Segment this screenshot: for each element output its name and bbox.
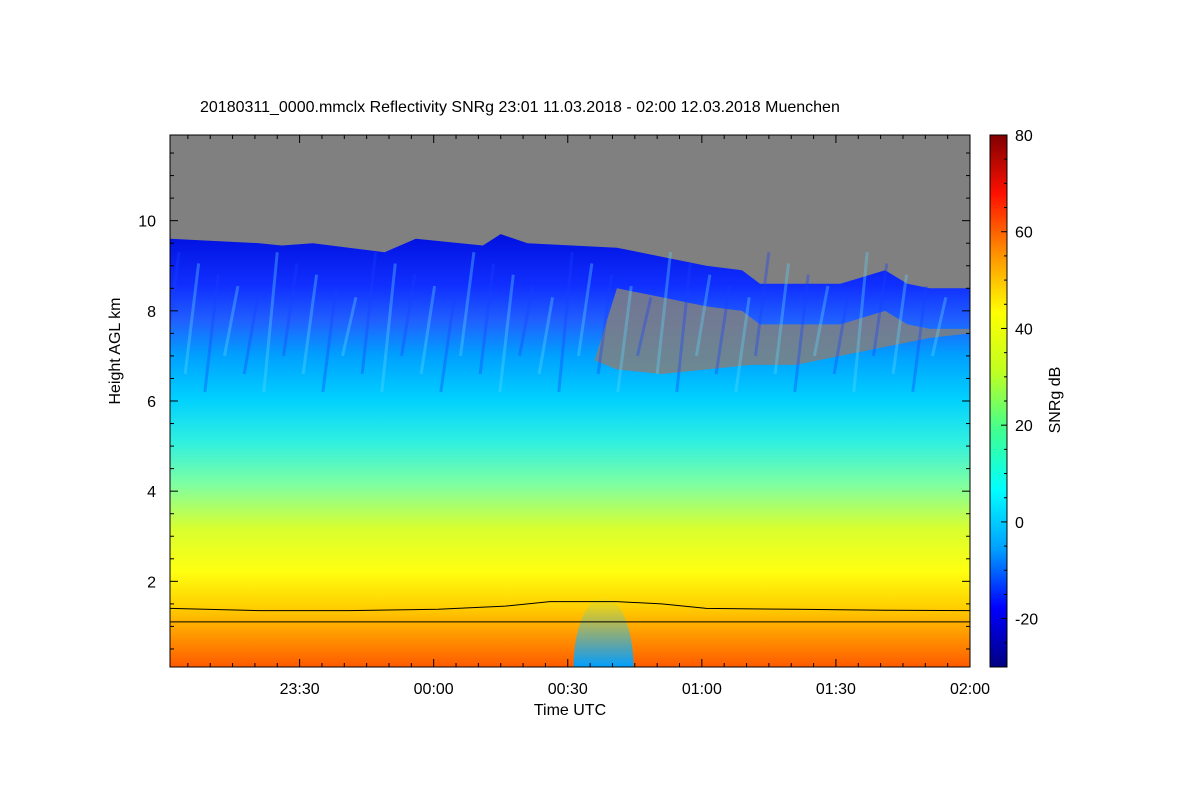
fall-streak: [636, 296, 653, 357]
colorbar-tick-label: 40: [1015, 321, 1033, 338]
fall-streak: [537, 297, 555, 375]
fall-streak: [183, 263, 201, 375]
colorbar-tick-label: 20: [1015, 418, 1033, 435]
fall-streak: [518, 285, 535, 357]
fall-streak: [577, 263, 594, 357]
fall-streak: [170, 252, 181, 334]
fall-streak: [852, 252, 869, 393]
fall-streaks: [170, 252, 948, 393]
fall-streak: [203, 274, 220, 393]
chart-title: 20180311_0000.mmclx Reflectivity SNRg 23…: [200, 99, 840, 116]
fall-streak: [891, 274, 909, 375]
boundary-layer-line: [170, 601, 970, 612]
x-tick-label: 01:00: [682, 681, 722, 698]
colorbar-tick-label: 60: [1015, 225, 1033, 242]
fall-streak: [655, 252, 673, 375]
y-tick-label: 6: [147, 394, 156, 411]
plot-area: [170, 135, 970, 667]
fall-streak: [911, 285, 928, 393]
fall-streak: [714, 285, 732, 375]
fall-streak: [262, 252, 279, 393]
colorbar-tick-label: 80: [1015, 128, 1033, 145]
colorbar-label: SNRg dB: [1047, 367, 1064, 434]
y-tick-label: 10: [138, 214, 156, 231]
y-tick-label: 8: [147, 304, 156, 321]
colorbar-tick-label: -20: [1015, 612, 1038, 629]
x-axis-label: Time UTC: [534, 702, 606, 719]
x-tick-label: 00:30: [548, 681, 588, 698]
fall-streak: [301, 274, 319, 375]
y-tick-label: 2: [147, 574, 156, 591]
colorbar-tick-label: 0: [1015, 515, 1024, 532]
x-tick-label: 23:30: [280, 681, 320, 698]
colorbar: -20 0 20 40 60 80 SNRg dB: [989, 128, 1064, 668]
fall-streak: [439, 297, 456, 393]
fall-streak: [832, 297, 850, 375]
fall-streak: [419, 285, 437, 375]
no-signal-gap: [594, 288, 970, 374]
fall-streak: [793, 274, 810, 393]
fall-streak: [930, 296, 948, 357]
x-tick-label: 02:00: [950, 681, 990, 698]
fall-streak: [360, 252, 378, 375]
fall-streak: [871, 263, 889, 357]
fall-streak: [223, 285, 240, 357]
fall-streak: [557, 252, 574, 393]
fall-streak: [321, 285, 338, 393]
fall-streak: [242, 297, 260, 375]
fall-streak: [596, 274, 614, 375]
fall-streak: [380, 263, 397, 393]
y-tick-label: 4: [147, 484, 156, 501]
fall-streak: [616, 285, 633, 393]
y-axis-label: Height AGL km: [107, 297, 124, 404]
y-axis: 2 4 6 8 10: [138, 152, 970, 650]
x-axis: 23:30 00:00 00:30 01:00 01:30 02:00: [187, 135, 990, 698]
fall-streak: [478, 263, 496, 375]
fall-streak: [282, 263, 299, 357]
fall-streak: [734, 297, 751, 393]
fall-streak: [400, 274, 417, 357]
x-tick-label: 00:00: [414, 681, 454, 698]
low-snr-region: [573, 597, 634, 667]
fall-streak: [341, 296, 358, 357]
colorbar-ticks: -20 0 20 40 60 80: [1001, 128, 1038, 668]
fall-streak: [695, 274, 712, 357]
fall-streak: [498, 274, 515, 393]
fall-streak: [675, 263, 692, 393]
fall-streak: [753, 252, 771, 357]
fall-streak: [773, 263, 791, 375]
fall-streak: [459, 252, 476, 357]
x-tick-label: 01:30: [816, 681, 856, 698]
fall-streak: [812, 285, 830, 357]
